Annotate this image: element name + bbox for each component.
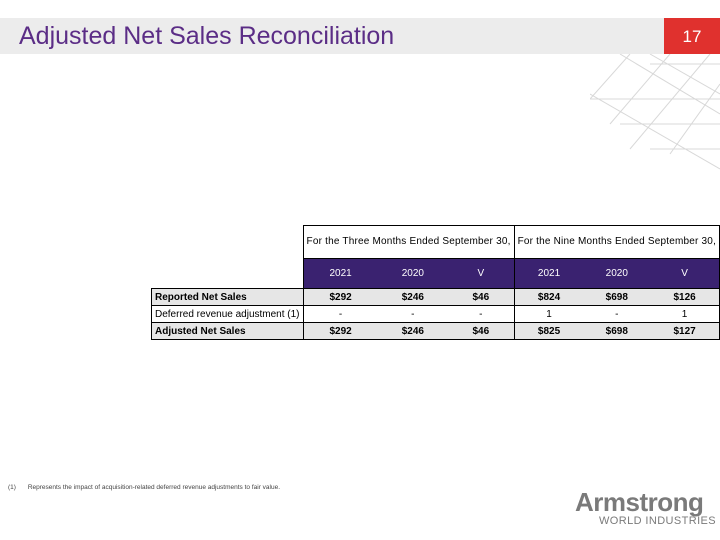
table-cell: $698	[583, 288, 651, 306]
logo-subtitle: WORLD INDUSTRIES	[599, 515, 717, 527]
row-label: Adjusted Net Sales	[151, 322, 304, 340]
three-months-header: For the Three Months Ended September 30,	[302, 225, 515, 259]
footnote: (1) Represents the impact of acquisition…	[8, 484, 280, 491]
table-cell: $46	[448, 322, 515, 340]
table-row: Adjusted Net Sales $292 $246 $46 $825 $6…	[151, 322, 720, 340]
table-cell: $46	[448, 288, 515, 306]
column-header: V	[650, 258, 720, 289]
column-header: V	[448, 258, 515, 289]
table-cell: $246	[377, 322, 449, 340]
table-group-header-row: For the Three Months Ended September 30,…	[152, 225, 720, 259]
table-cell: 1	[650, 305, 720, 323]
table-row: Deferred revenue adjustment (1) - - - 1 …	[151, 305, 720, 323]
net-sales-reconciliation-table: For the Three Months Ended September 30,…	[151, 225, 720, 340]
table-cell: $126	[650, 288, 720, 306]
table-cell: $292	[302, 322, 378, 340]
table-cell: $292	[302, 288, 378, 306]
footnote-text: Represents the impact of acquisition-rel…	[27, 484, 281, 491]
nine-months-header: For the Nine Months Ended September 30,	[513, 225, 720, 259]
table-cell: $698	[583, 322, 651, 340]
page-number-badge: 17	[664, 18, 720, 54]
table-cell: $127	[650, 322, 720, 340]
footnote-marker: (1)	[8, 484, 16, 491]
page-title: Adjusted Net Sales Reconciliation	[19, 22, 395, 50]
row-label: Reported Net Sales	[151, 288, 304, 306]
table-cell: -	[302, 305, 378, 323]
table-cell: -	[583, 305, 651, 323]
column-header: 2020	[377, 258, 449, 289]
table-cell: 1	[513, 305, 584, 323]
logo-wordmark: Armstrong	[575, 487, 704, 517]
table-column-header-row: 2021 2020 V 2021 2020 V	[152, 258, 720, 289]
table-cell: $824	[513, 288, 584, 306]
column-header: 2021	[302, 258, 378, 289]
armstrong-logo: Armstrong WORLD INDUSTRIES	[575, 487, 716, 532]
title-bar	[0, 18, 720, 54]
column-header: 2020	[583, 258, 651, 289]
table-row: Reported Net Sales $292 $246 $46 $824 $6…	[151, 288, 720, 306]
row-label: Deferred revenue adjustment (1)	[151, 305, 304, 323]
table-cell: $825	[513, 322, 584, 340]
triangle-pattern-decoration	[590, 54, 720, 170]
table-cell: -	[377, 305, 449, 323]
column-header: 2021	[513, 258, 584, 289]
table-cell: $246	[377, 288, 449, 306]
table-cell: -	[448, 305, 515, 323]
